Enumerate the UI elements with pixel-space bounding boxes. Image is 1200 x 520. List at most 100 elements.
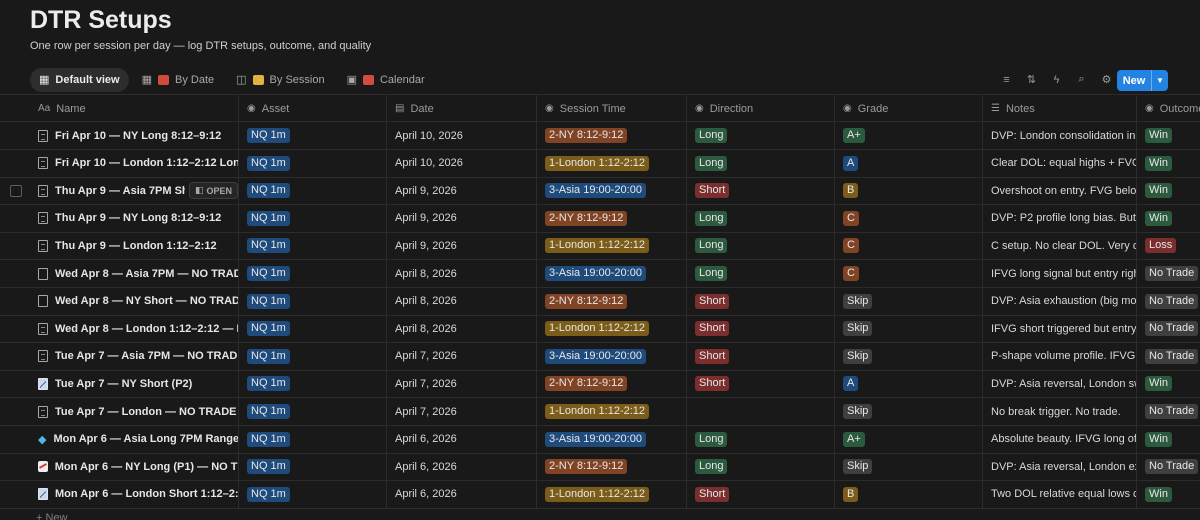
tab-calendar[interactable]: ▣ Calendar: [338, 68, 434, 92]
direction-cell[interactable]: Long: [686, 453, 834, 481]
date-cell[interactable]: April 6, 2026: [386, 425, 536, 453]
date-cell[interactable]: April 7, 2026: [386, 398, 536, 425]
column-header-grade[interactable]: ◉ Grade: [834, 95, 982, 122]
asset-cell[interactable]: NQ 1m: [238, 425, 386, 453]
date-cell[interactable]: April 8, 2026: [386, 260, 536, 287]
table-row[interactable]: Fri Apr 10 — NY Long 8:12–9:12 NQ 1m April…: [0, 122, 1200, 150]
automation-icon[interactable]: ϟ: [1053, 73, 1060, 86]
grade-cell[interactable]: A+: [834, 122, 982, 149]
asset-cell[interactable]: NQ 1m: [238, 370, 386, 398]
name-cell[interactable]: Tue Apr 7 — London — NO TRADE: [30, 398, 238, 425]
notes-cell[interactable]: DVP: Asia reversal, London swee: [982, 370, 1136, 398]
asset-cell[interactable]: NQ 1m: [238, 260, 386, 287]
direction-cell[interactable]: [686, 398, 834, 425]
session-cell[interactable]: 3-Asia 19:00-20:00: [536, 260, 686, 287]
date-cell[interactable]: April 9, 2026: [386, 177, 536, 205]
session-cell[interactable]: 2-NY 8:12-9:12: [536, 370, 686, 398]
add-row-button[interactable]: + New: [36, 512, 68, 520]
grade-cell[interactable]: A: [834, 370, 982, 398]
direction-cell[interactable]: Long: [686, 204, 834, 232]
outcome-cell[interactable]: Loss: [1136, 232, 1200, 260]
name-cell[interactable]: Thu Apr 9 — London 1:12–2:12: [30, 232, 238, 259]
notes-cell[interactable]: IFVG short triggered but entry a: [982, 315, 1136, 343]
grade-cell[interactable]: Skip: [834, 342, 982, 370]
outcome-cell[interactable]: No Trade: [1136, 398, 1200, 425]
session-cell[interactable]: 3-Asia 19:00-20:00: [536, 425, 686, 453]
column-header-outcome[interactable]: ◉ Outcome: [1136, 95, 1200, 122]
settings-icon[interactable]: ⚙: [1101, 74, 1112, 86]
direction-cell[interactable]: Long: [686, 425, 834, 453]
chevron-down-icon[interactable]: ▼: [1151, 70, 1168, 91]
session-cell[interactable]: 1-London 1:12-2:12: [536, 480, 686, 508]
asset-cell[interactable]: NQ 1m: [238, 453, 386, 481]
direction-cell[interactable]: Long: [686, 122, 834, 149]
table-row[interactable]: Wed Apr 8 — NY Short — NO TRADE NQ 1m Apri…: [0, 287, 1200, 316]
table-row[interactable]: Tue Apr 7 — NY Short (P2) NQ 1m April 7, 2…: [0, 370, 1200, 399]
name-cell[interactable]: Wed Apr 8 — NY Short — NO TRADE: [30, 288, 238, 315]
table-row[interactable]: Wed Apr 8 — Asia 7PM — NO TRADE NQ 1m Apri…: [0, 260, 1200, 288]
session-cell[interactable]: 2-NY 8:12-9:12: [536, 122, 686, 149]
outcome-cell[interactable]: Win: [1136, 370, 1200, 398]
session-cell[interactable]: 3-Asia 19:00-20:00: [536, 342, 686, 370]
outcome-cell[interactable]: Win: [1136, 425, 1200, 453]
notes-cell[interactable]: IFVG long signal but entry right: [982, 260, 1136, 287]
date-cell[interactable]: April 10, 2026: [386, 122, 536, 149]
tab-default-view[interactable]: ▦ Default view: [30, 68, 129, 92]
date-cell[interactable]: April 8, 2026: [386, 315, 536, 343]
asset-cell[interactable]: NQ 1m: [238, 177, 386, 205]
date-cell[interactable]: April 10, 2026: [386, 149, 536, 177]
direction-cell[interactable]: Short: [686, 370, 834, 398]
grade-cell[interactable]: B: [834, 480, 982, 508]
date-cell[interactable]: April 6, 2026: [386, 480, 536, 508]
notes-cell[interactable]: Absolute beauty. IFVG long off T: [982, 425, 1136, 453]
date-cell[interactable]: April 7, 2026: [386, 342, 536, 370]
table-row[interactable]: ◆ Mon Apr 6 — Asia Long 7PM Range NQ 1m Apr…: [0, 425, 1200, 454]
outcome-cell[interactable]: Win: [1136, 122, 1200, 149]
sort-icon[interactable]: ⇅: [1026, 74, 1037, 86]
session-cell[interactable]: 2-NY 8:12-9:12: [536, 453, 686, 481]
name-cell[interactable]: Fri Apr 10 — London 1:12–2:12 Long: [30, 150, 238, 177]
name-cell[interactable]: Tue Apr 7 — NY Short (P2): [30, 370, 238, 397]
direction-cell[interactable]: Short: [686, 342, 834, 370]
name-cell[interactable]: Mon Apr 6 — London Short 1:12–2:12: [30, 481, 238, 508]
column-header-direction[interactable]: ◉ Direction: [686, 95, 834, 122]
direction-cell[interactable]: Long: [686, 232, 834, 260]
grade-cell[interactable]: B: [834, 177, 982, 205]
outcome-cell[interactable]: No Trade: [1136, 453, 1200, 481]
asset-cell[interactable]: NQ 1m: [238, 232, 386, 260]
notes-cell[interactable]: DVP: P2 profile long bias. But br: [982, 204, 1136, 232]
grade-cell[interactable]: A+: [834, 425, 982, 453]
outcome-cell[interactable]: No Trade: [1136, 287, 1200, 315]
row-select-checkbox[interactable]: [10, 185, 22, 198]
table-row[interactable]: Mon Apr 6 — NY Long (P1) — NO TRAD NQ 1m A…: [0, 453, 1200, 482]
session-cell[interactable]: 1-London 1:12-2:12: [536, 232, 686, 260]
new-button[interactable]: New ▼: [1117, 70, 1168, 91]
outcome-cell[interactable]: No Trade: [1136, 342, 1200, 370]
column-header-notes[interactable]: ☰ Notes: [982, 95, 1136, 122]
notes-cell[interactable]: Clear DOL: equal highs + FVG al: [982, 149, 1136, 177]
name-cell[interactable]: Tue Apr 7 — Asia 7PM — NO TRADE: [30, 343, 238, 370]
notes-cell[interactable]: Two DOL relative equal lows clo: [982, 480, 1136, 508]
session-cell[interactable]: 1-London 1:12-2:12: [536, 398, 686, 425]
direction-cell[interactable]: Short: [686, 177, 834, 205]
session-cell[interactable]: 1-London 1:12-2:12: [536, 149, 686, 177]
name-cell[interactable]: Wed Apr 8 — Asia 7PM — NO TRADE: [30, 260, 238, 287]
outcome-cell[interactable]: Win: [1136, 149, 1200, 177]
table-row[interactable]: Thu Apr 9 — London 1:12–2:12 NQ 1m April 9…: [0, 232, 1200, 261]
outcome-cell[interactable]: No Trade: [1136, 260, 1200, 287]
filter-icon[interactable]: ≡: [1003, 73, 1010, 86]
outcome-cell[interactable]: Win: [1136, 177, 1200, 205]
direction-cell[interactable]: Short: [686, 480, 834, 508]
date-cell[interactable]: April 6, 2026: [386, 453, 536, 481]
grade-cell[interactable]: Skip: [834, 287, 982, 315]
name-cell[interactable]: Fri Apr 10 — NY Long 8:12–9:12: [30, 122, 238, 149]
grade-cell[interactable]: C: [834, 260, 982, 287]
asset-cell[interactable]: NQ 1m: [238, 315, 386, 343]
asset-cell[interactable]: NQ 1m: [238, 342, 386, 370]
direction-cell[interactable]: Short: [686, 315, 834, 343]
outcome-cell[interactable]: Win: [1136, 480, 1200, 508]
notes-cell[interactable]: DVP: London consolidation inside: [982, 122, 1136, 149]
date-cell[interactable]: April 9, 2026: [386, 232, 536, 260]
grade-cell[interactable]: C: [834, 232, 982, 260]
